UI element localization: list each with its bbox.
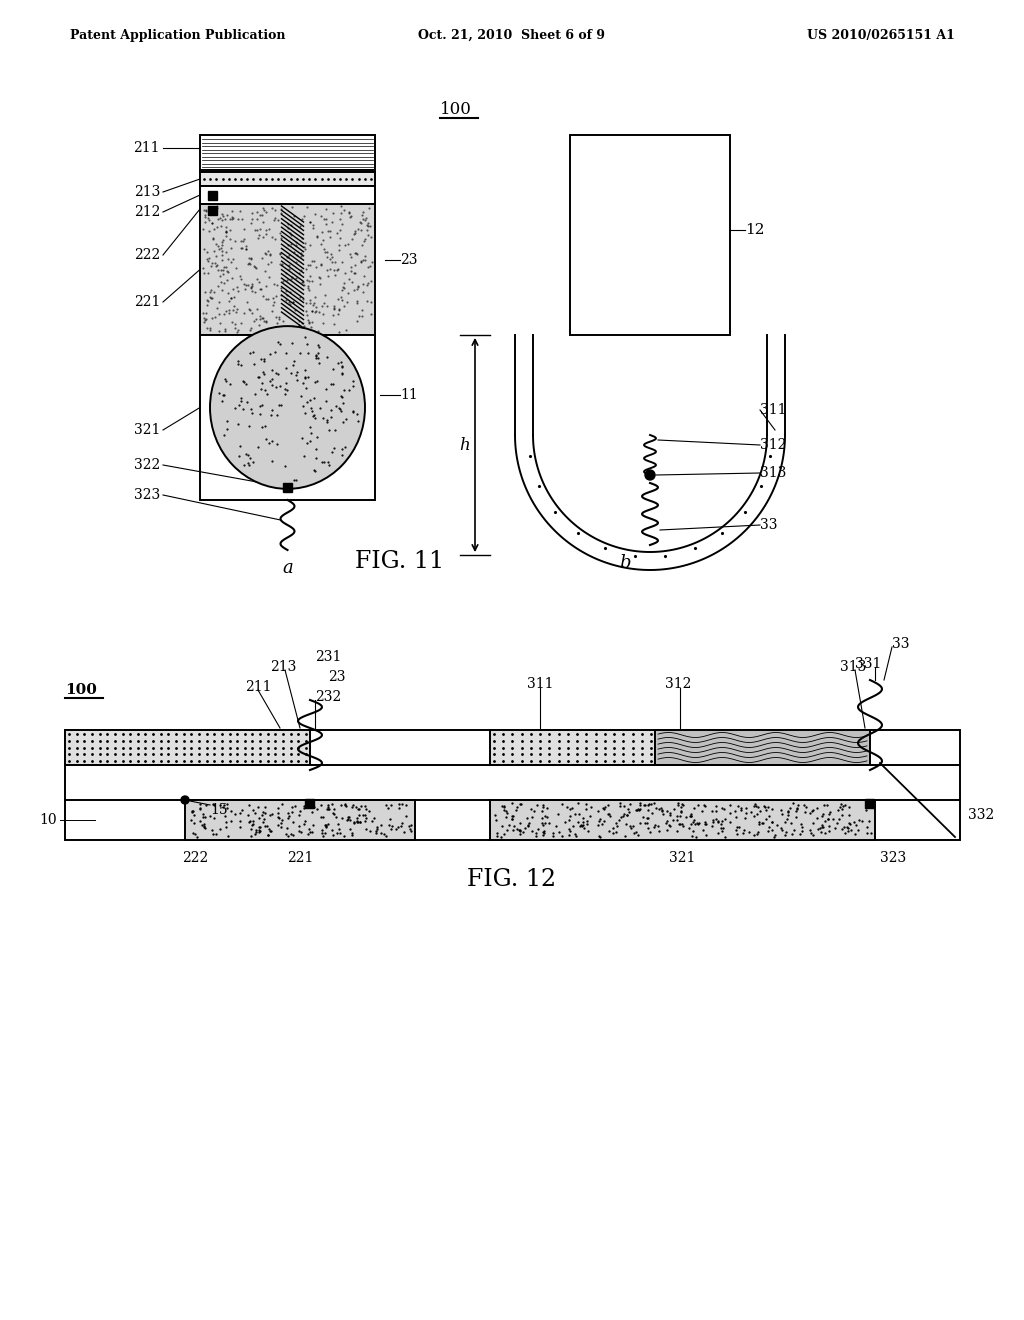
Bar — [655, 730, 870, 766]
Text: 313: 313 — [760, 466, 786, 480]
Text: 211: 211 — [133, 141, 160, 154]
Text: b: b — [620, 554, 631, 572]
Text: 15: 15 — [210, 803, 227, 817]
Bar — [200, 205, 375, 335]
Text: 100: 100 — [65, 682, 97, 697]
Text: 332: 332 — [968, 808, 994, 822]
Text: FIG. 12: FIG. 12 — [467, 869, 557, 891]
Text: 33: 33 — [892, 638, 909, 651]
Text: h: h — [460, 437, 470, 454]
Bar — [865, 799, 874, 808]
Bar — [283, 483, 292, 492]
Bar — [200, 170, 375, 172]
Text: 311: 311 — [526, 677, 553, 690]
Text: 100: 100 — [440, 102, 472, 119]
Text: US 2010/0265151 A1: US 2010/0265151 A1 — [807, 29, 955, 41]
Text: 23: 23 — [328, 671, 345, 684]
Text: 323: 323 — [880, 851, 906, 865]
Text: 321: 321 — [133, 422, 160, 437]
Text: 211: 211 — [245, 680, 271, 694]
Text: 323: 323 — [134, 488, 160, 502]
Bar — [65, 730, 961, 840]
Bar — [490, 800, 874, 840]
Bar — [200, 186, 375, 205]
Text: 322: 322 — [134, 458, 160, 473]
Text: Oct. 21, 2010  Sheet 6 of 9: Oct. 21, 2010 Sheet 6 of 9 — [419, 29, 605, 41]
Text: 222: 222 — [134, 248, 160, 261]
Text: 312: 312 — [665, 677, 691, 690]
Text: 231: 231 — [315, 649, 341, 664]
Bar — [65, 730, 310, 766]
Text: a: a — [283, 558, 293, 577]
Text: 312: 312 — [760, 438, 786, 451]
Bar — [200, 335, 375, 500]
Text: 12: 12 — [745, 223, 765, 238]
Bar — [490, 730, 655, 766]
Text: 212: 212 — [133, 205, 160, 219]
Text: 213: 213 — [270, 660, 296, 675]
Text: FIG. 11: FIG. 11 — [355, 550, 444, 573]
Ellipse shape — [210, 326, 365, 488]
Text: 331: 331 — [855, 657, 882, 671]
Text: 213: 213 — [133, 185, 160, 199]
Bar — [200, 135, 375, 170]
Bar — [185, 800, 415, 840]
Text: 221: 221 — [287, 851, 313, 865]
Text: 23: 23 — [400, 253, 418, 267]
Bar — [208, 190, 217, 199]
Text: 232: 232 — [315, 690, 341, 704]
Text: 33: 33 — [760, 517, 777, 532]
Text: 11: 11 — [400, 388, 418, 403]
Text: 321: 321 — [670, 851, 695, 865]
Text: 313: 313 — [840, 660, 866, 675]
Text: 311: 311 — [760, 403, 786, 417]
Circle shape — [181, 796, 189, 804]
Bar — [305, 799, 314, 808]
Circle shape — [645, 470, 655, 480]
Bar — [208, 206, 217, 215]
Text: 222: 222 — [182, 851, 208, 865]
Text: 10: 10 — [39, 813, 57, 828]
Bar — [200, 172, 375, 186]
Text: 221: 221 — [133, 294, 160, 309]
Text: Patent Application Publication: Patent Application Publication — [70, 29, 286, 41]
Bar — [570, 135, 730, 335]
